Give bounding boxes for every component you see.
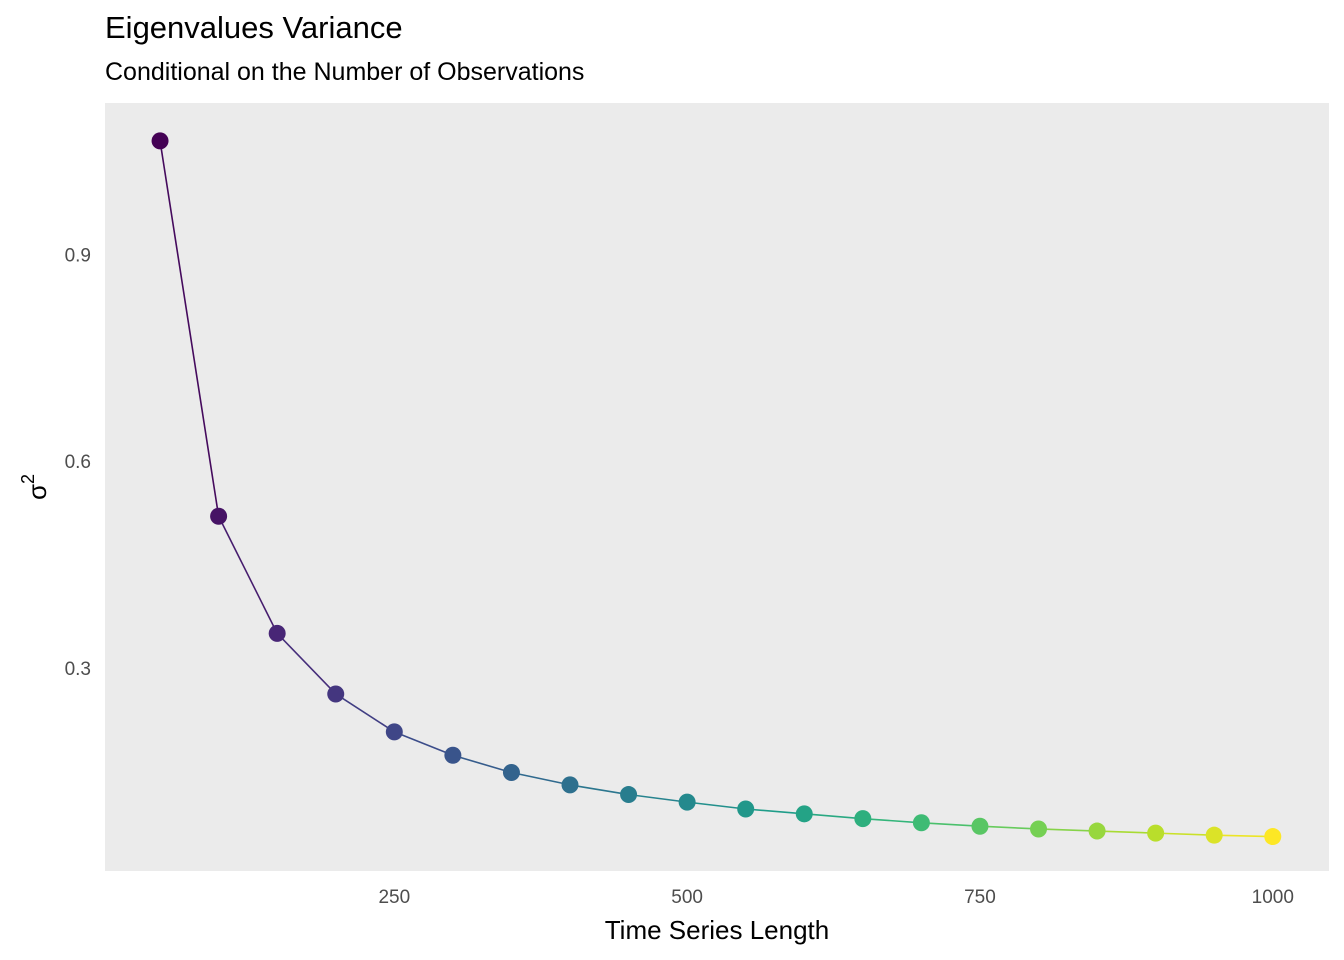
x-tick-label: 1000 xyxy=(1252,887,1294,908)
data-point xyxy=(971,817,989,835)
y-axis: 0.3 0.6 0.9 xyxy=(65,246,91,680)
data-point xyxy=(327,685,345,703)
series-line-segment xyxy=(159,140,220,517)
data-point xyxy=(268,624,286,642)
series-line-segment xyxy=(745,808,805,815)
data-point xyxy=(1147,824,1165,842)
chart-title: Eigenvalues Variance xyxy=(105,10,403,45)
y-tick-label: 0.3 xyxy=(65,659,91,680)
data-point xyxy=(502,764,520,782)
data-point xyxy=(912,814,930,832)
data-point xyxy=(210,507,228,525)
data-point xyxy=(854,810,872,828)
y-axis-title-symbol: σ xyxy=(22,484,52,500)
chart-subtitle: Conditional on the Number of Observation… xyxy=(105,58,585,86)
series-line-segment xyxy=(628,793,688,803)
data-point xyxy=(737,800,755,818)
series-line-segment xyxy=(569,784,629,796)
data-point xyxy=(620,786,638,804)
data-point xyxy=(1205,826,1223,844)
series-line-segment xyxy=(1038,828,1098,832)
data-point xyxy=(444,746,462,764)
series-line-segment xyxy=(276,632,337,695)
data-point xyxy=(151,132,169,150)
series-line-segment xyxy=(394,731,454,757)
series-line-segment xyxy=(1097,830,1156,834)
data-point xyxy=(678,793,696,811)
series-line-segment xyxy=(687,801,746,810)
series-line-segment xyxy=(511,771,571,786)
data-point xyxy=(561,776,579,794)
y-axis-title: σ2 xyxy=(18,474,52,500)
series-line-segment xyxy=(1155,832,1215,836)
y-tick-label: 0.9 xyxy=(65,246,91,267)
series-line-segment xyxy=(1214,834,1273,838)
series-point-group xyxy=(151,132,1282,846)
plot-panel xyxy=(105,103,1329,871)
series-line-group xyxy=(159,140,1273,838)
series-line-segment xyxy=(217,515,278,634)
series-line-segment xyxy=(921,821,981,828)
data-point xyxy=(1030,820,1048,838)
series-line-segment xyxy=(804,813,863,820)
x-axis-title: Time Series Length xyxy=(605,915,829,945)
series-line-segment xyxy=(862,817,922,824)
data-point xyxy=(795,805,813,823)
y-tick-label: 0.6 xyxy=(65,452,91,473)
series-line-segment xyxy=(979,825,1039,830)
data-point xyxy=(1088,822,1106,840)
x-tick-label: 500 xyxy=(671,887,703,908)
x-axis: 250 500 750 1000 xyxy=(378,887,1293,908)
x-tick-label: 250 xyxy=(378,887,410,908)
x-tick-label: 750 xyxy=(964,887,996,908)
series-line-segment xyxy=(452,754,512,774)
series-line-segment xyxy=(335,693,395,733)
data-point xyxy=(1264,828,1282,846)
y-axis-title-superscript: 2 xyxy=(18,474,38,484)
data-point xyxy=(385,723,403,741)
